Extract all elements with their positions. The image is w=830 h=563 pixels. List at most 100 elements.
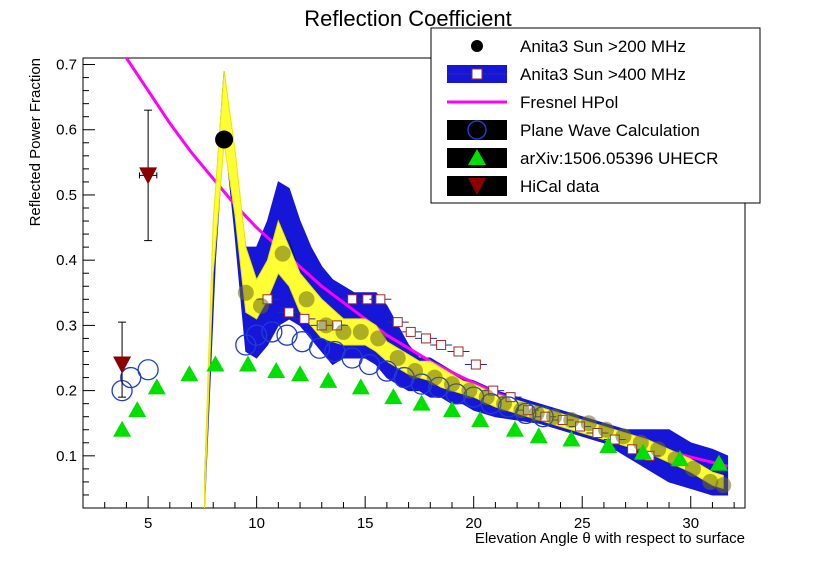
uhecr-point [128, 401, 147, 418]
anita3-200-point [252, 297, 269, 314]
anita3-200-point [237, 284, 254, 301]
y-axis-label: Reflected Power Fraction [27, 58, 44, 226]
legend-label-anita3-400: Anita3 Sun >400 MHz [520, 65, 686, 84]
uhecr-point [599, 437, 618, 454]
uhecr-point [319, 371, 338, 388]
uhecr-point [529, 427, 548, 444]
uhecr-point [238, 355, 257, 372]
uhecr-point [633, 443, 652, 460]
anita3-400-point [453, 346, 464, 357]
anita3-400-point [375, 294, 386, 305]
anita3-200-point [298, 291, 315, 308]
uhecr-point [291, 365, 310, 382]
plot-frame [82, 57, 746, 509]
uhecr-point [505, 420, 524, 437]
hical-point [113, 356, 132, 374]
legend-swatch-plane-wave-bg [447, 120, 507, 140]
legend-swatch-anita3-200 [471, 40, 483, 52]
anita3-400-point [392, 317, 403, 328]
anita3-200-point [715, 477, 732, 494]
y-tick-label: 0.1 [56, 448, 77, 465]
anita3-200-point [215, 130, 234, 149]
x-axis-label: Elevation Angle θ with respect to surfac… [475, 530, 745, 547]
uhecr-point [562, 430, 581, 447]
anita3-200-point [528, 405, 545, 422]
anita3-400-point [436, 339, 447, 350]
uhecr-point [206, 355, 225, 372]
x-tick-label: 15 [357, 515, 374, 532]
hical-point [139, 167, 158, 185]
x-tick-label: 30 [682, 515, 699, 532]
anita3-400-point [299, 313, 310, 324]
anita3-200-point [496, 395, 513, 412]
anita3-400-point [284, 307, 295, 318]
plane-wave-point [120, 366, 142, 389]
uhecr-point [471, 410, 490, 427]
anita3-200-point [684, 460, 701, 477]
anita3-200-point [702, 473, 719, 490]
anita3-200-point [563, 411, 580, 428]
anita3-200-point [615, 428, 632, 445]
anita3-200-point [461, 382, 478, 399]
x-tick-label: 25 [574, 515, 591, 532]
uhecr-point [412, 394, 431, 411]
legend-label-plane-wave: Plane Wave Calculation [520, 121, 700, 140]
legend-label-fresnel: Fresnel HPol [520, 93, 618, 112]
series-layer [111, 58, 732, 508]
anita3-200-point [443, 376, 460, 393]
anita3-200-point [545, 408, 562, 425]
anita3-200-point [580, 415, 597, 432]
anita3-200-point [335, 323, 352, 340]
x-tick-label: 10 [248, 515, 265, 532]
legend-label-anita3-200: Anita3 Sun >200 MHz [520, 37, 686, 56]
anita3-200-point [478, 389, 495, 406]
uhecr-point [267, 362, 286, 379]
anita3-200-point [370, 330, 387, 347]
legend-box [430, 27, 761, 204]
plane-wave-point [276, 324, 298, 346]
anita3-400-point [405, 326, 416, 337]
y-tick-label: 0.6 [56, 122, 77, 139]
y-tick-label: 0.7 [56, 57, 77, 74]
anita3-200-point [426, 369, 443, 386]
x-tick-label: 20 [465, 515, 482, 532]
uhecr-point [670, 450, 689, 467]
legend: Anita3 Sun >200 MHz Anita3 Sun >400 MHz … [430, 27, 761, 204]
legend-swatch-hical [468, 178, 486, 195]
plane-wave-point [261, 321, 283, 343]
anita3-200-point [632, 434, 649, 451]
y-tick-label: 0.5 [56, 187, 77, 204]
chart-title: Reflection Coefficient [304, 6, 512, 31]
legend-label-uhecr: arXiv:1506.05396 UHECR [520, 149, 718, 168]
uhecr-point [351, 378, 370, 395]
anita3-200-point [318, 317, 335, 334]
anita3-200-point [352, 323, 369, 340]
anita3-200-point [598, 421, 615, 438]
anita3-200-point [389, 350, 406, 366]
uhecr-point [709, 454, 728, 471]
legend-label-hical: HiCal data [520, 177, 600, 196]
uhecr-point [384, 388, 403, 405]
axes-layer: 5 10 15 20 25 30 0.1 0.2 0.3 0.4 0.5 0.6 0.7 [56, 57, 735, 532]
plane-wave-point [137, 359, 159, 381]
uhecr-point [180, 365, 199, 382]
y-tick-label: 0.4 [56, 252, 77, 269]
y-tick-label: 0.2 [56, 383, 77, 400]
plane-wave-point [245, 324, 268, 346]
legend-swatch-uhecr [468, 149, 486, 165]
uhecr-point [113, 420, 132, 437]
anita3-200-point [513, 402, 530, 419]
legend-swatch-plane-wave [467, 120, 487, 140]
anita3-200-point [274, 245, 291, 262]
uhecr-point [442, 401, 461, 418]
anita3-200-point [650, 441, 667, 458]
anita3-400-point [420, 333, 431, 344]
anita3-400-point [347, 294, 358, 305]
anita3-200-point [407, 363, 424, 380]
plane-wave-point [308, 337, 331, 359]
y-tick-label: 0.3 [56, 317, 77, 334]
x-tick-label: 5 [144, 515, 152, 532]
uhecr-point [147, 378, 166, 395]
legend-swatch-anita3-400-marker [471, 68, 483, 80]
